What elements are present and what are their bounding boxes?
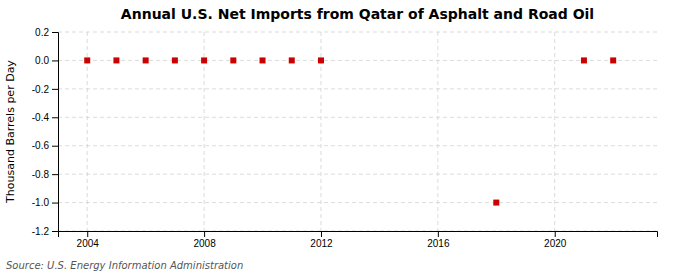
y-tick-mark [52, 60, 58, 61]
x-tick-mark [438, 231, 439, 237]
grid [58, 32, 657, 231]
x-tick-label: 2016 [427, 238, 450, 249]
y-tick-mark [52, 117, 58, 118]
grid-line-x [437, 32, 438, 231]
title: Annual U.S. Net Imports from Qatar of As… [121, 6, 594, 22]
x-tick-mark [321, 231, 322, 237]
y-tick-label: -0.8 [32, 169, 50, 180]
y-tick-label: -1.2 [32, 226, 50, 237]
grid-line-x [554, 32, 555, 231]
grid-line-y [58, 88, 657, 89]
plot-area: 2004 2008 2012 2016 2020 0.2 0.0 -0.2 -0.4 -0.6 -0… [32, 27, 658, 249]
x-tick: 2008 [193, 231, 216, 249]
point [230, 57, 236, 63]
point [318, 57, 324, 63]
x-tick: 2016 [427, 231, 450, 249]
y-tick-label: -0.2 [32, 84, 50, 95]
y-tick-mark [52, 32, 58, 33]
y-tick: -0.6 [32, 140, 58, 151]
y-tick-mark [52, 231, 58, 232]
x-tick-label: 2004 [77, 238, 100, 249]
point [113, 57, 119, 63]
point [172, 57, 178, 63]
chart: 2004 2008 2012 2016 2020 0.2 0.0 -0.2 -0.4 -0.6 -0… [0, 0, 675, 275]
y-axis: 0.2 0.0 -0.2 -0.4 -0.6 -0.8 -1.0 -1.2 [32, 27, 59, 237]
grid-line-y [58, 202, 657, 203]
y-tick: -0.2 [32, 84, 58, 95]
grid-line-y [58, 145, 657, 146]
point [84, 57, 90, 63]
x-tick: 2012 [310, 231, 333, 249]
grid-line-y [58, 174, 657, 175]
y-tick-label: 0.2 [35, 27, 49, 38]
x-tick-mark [204, 231, 205, 237]
y-tick: 0.0 [35, 55, 58, 66]
source-note: Source: U.S. Energy Information Administ… [6, 260, 243, 271]
y-tick-mark [52, 174, 58, 175]
x-tick-label: 2008 [193, 238, 216, 249]
point [260, 57, 266, 63]
y-tick: -0.8 [32, 169, 58, 180]
point [143, 57, 149, 63]
x-tick-label: 2012 [310, 238, 333, 249]
y-tick: -1.2 [32, 226, 58, 237]
y-tick: -1.0 [32, 197, 58, 208]
point [201, 57, 207, 63]
y-tick: 0.2 [35, 27, 58, 38]
point [610, 57, 616, 63]
x-axis: 2004 2008 2012 2016 2020 [59, 231, 658, 249]
y-tick-mark [52, 203, 58, 204]
y-tick-mark [52, 146, 58, 147]
x-tick: 2004 [77, 231, 100, 249]
y-tick-label: -0.6 [32, 140, 50, 151]
y-axis-title: Thousand Barrels per Day [4, 60, 17, 204]
points [84, 57, 616, 205]
x-tick-mark [555, 231, 556, 237]
y-tick-mark [52, 89, 58, 90]
x-tick-label: 2020 [544, 238, 567, 249]
point [289, 57, 295, 63]
y-axis-line [52, 33, 59, 232]
grid-line-y [58, 32, 657, 33]
point [493, 200, 499, 206]
point [581, 57, 587, 63]
y-tick-label: 0.0 [35, 55, 49, 66]
x-tick-mark [87, 231, 88, 237]
x-tick: 2020 [544, 231, 567, 249]
y-tick-label: -1.0 [32, 197, 50, 208]
y-tick-label: -0.4 [32, 112, 50, 123]
x-axis-line [59, 232, 658, 238]
y-tick: -0.4 [32, 112, 58, 123]
grid-line-y [58, 117, 657, 118]
